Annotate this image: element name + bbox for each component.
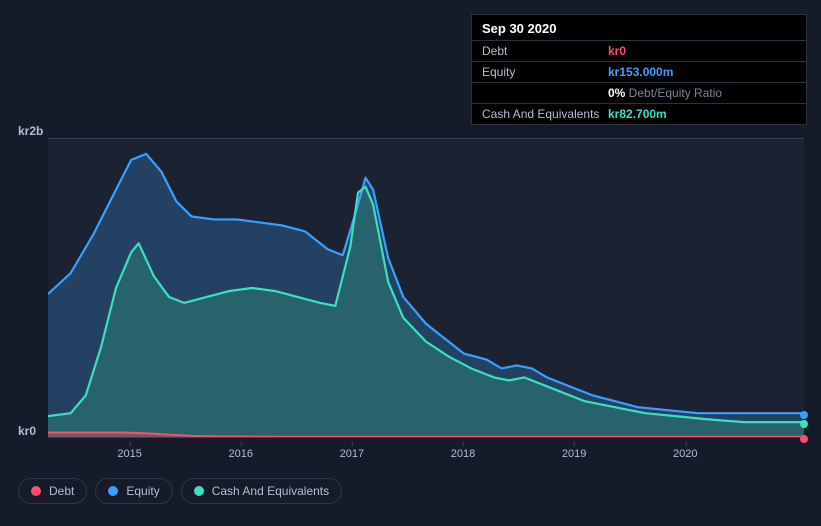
chart-legend: Debt Equity Cash And Equivalents xyxy=(18,478,342,504)
data-tooltip: Sep 30 2020 Debtkr0Equitykr153.000m0% De… xyxy=(471,14,807,125)
x-tick: 2020 xyxy=(673,448,697,460)
tooltip-date: Sep 30 2020 xyxy=(472,15,806,40)
debt-equity-chart: 2015 2016 2017 2018 2019 2020 kr2b kr0 xyxy=(18,120,804,510)
legend-label: Debt xyxy=(49,484,74,498)
plot-area[interactable] xyxy=(48,138,804,438)
legend-swatch xyxy=(194,486,204,496)
tooltip-row: Debtkr0 xyxy=(472,40,806,61)
end-dot xyxy=(800,411,808,419)
legend-swatch xyxy=(31,486,41,496)
y-label: kr0 xyxy=(18,424,36,438)
tooltip-value: kr0 xyxy=(608,44,626,58)
tooltip-key: Equity xyxy=(482,65,608,79)
x-axis: 2015 2016 2017 2018 2019 2020 xyxy=(48,442,804,462)
tooltip-row: 0% Debt/Equity Ratio xyxy=(472,82,806,103)
legend-item-equity[interactable]: Equity xyxy=(95,478,172,504)
tooltip-value: 0% Debt/Equity Ratio xyxy=(608,86,722,100)
end-dot xyxy=(800,420,808,428)
legend-label: Cash And Equivalents xyxy=(212,484,329,498)
x-tick: 2015 xyxy=(117,448,141,460)
legend-swatch xyxy=(108,486,118,496)
tooltip-key: Debt xyxy=(482,44,608,58)
y-label: kr2b xyxy=(18,124,43,138)
legend-item-debt[interactable]: Debt xyxy=(18,478,87,504)
x-tick: 2016 xyxy=(229,448,253,460)
tooltip-key xyxy=(482,86,608,100)
tooltip-row: Equitykr153.000m xyxy=(472,61,806,82)
x-tick: 2017 xyxy=(340,448,364,460)
legend-label: Equity xyxy=(126,484,159,498)
tooltip-value: kr82.700m xyxy=(608,107,667,121)
x-tick: 2018 xyxy=(451,448,475,460)
legend-item-cash-and-equivalents[interactable]: Cash And Equivalents xyxy=(181,478,342,504)
tooltip-key: Cash And Equivalents xyxy=(482,107,608,121)
tooltip-rows: Debtkr0Equitykr153.000m0% Debt/Equity Ra… xyxy=(472,40,806,124)
tooltip-value: kr153.000m xyxy=(608,65,673,79)
tooltip-row: Cash And Equivalentskr82.700m xyxy=(472,103,806,124)
x-tick: 2019 xyxy=(562,448,586,460)
